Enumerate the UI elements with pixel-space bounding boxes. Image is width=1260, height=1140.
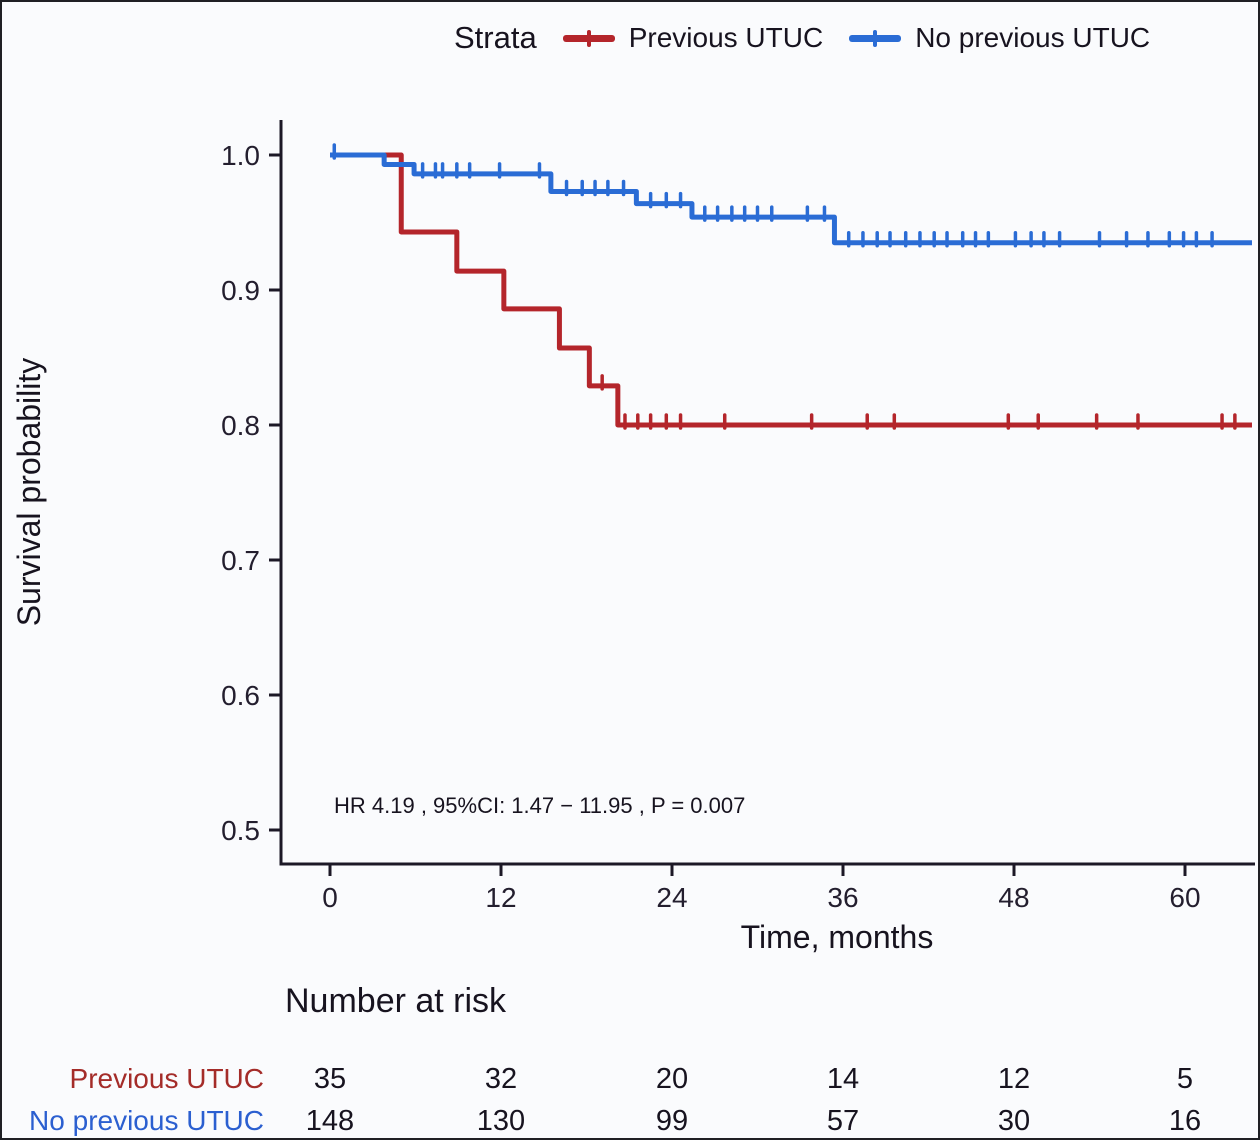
y-tick-label: 0.7	[221, 545, 260, 576]
y-tick-label: 0.9	[221, 275, 260, 306]
risk-count: 12	[997, 1063, 1031, 1095]
risk-count: 148	[305, 1105, 355, 1137]
legend-title: Strata	[454, 20, 537, 55]
legend-label-previous-utuc: Previous UTUC	[628, 22, 824, 53]
y-tick-label: 0.5	[221, 815, 260, 846]
risk-row-previous-utuc: Previous UTUC 35 32 20 14 12 5	[2, 1063, 1258, 1097]
risk-count: 32	[484, 1063, 518, 1095]
y-tick-label: 0.6	[221, 680, 260, 711]
censor-tick-icon	[873, 29, 878, 47]
x-tick-label: 12	[485, 882, 516, 913]
risk-count: 57	[826, 1105, 860, 1137]
censor-ticks-1	[332, 143, 1214, 248]
series-line-0	[330, 152, 1252, 428]
hr-annotation: HR 4.19 , 95%CI: 1.47 − 11.95 , P = 0.00…	[334, 793, 745, 818]
censor-tick-icon	[586, 29, 591, 47]
x-axis-title: Time, months	[741, 919, 934, 955]
x-tick-label: 36	[827, 882, 858, 913]
y-tick-label: 0.8	[221, 410, 260, 441]
km-chart: 1.0 0.9 0.8 0.7 0.6 0.5 0 12 24 36 48 60 HR 4.19 , …	[11, 120, 1255, 955]
risk-count: 130	[476, 1105, 526, 1137]
risk-count: 5	[1176, 1063, 1194, 1095]
y-axis-title: Survival probability	[11, 358, 47, 627]
censor-ticks-0	[600, 374, 1237, 430]
risk-table-title: Number at risk	[285, 982, 507, 1020]
risk-count: 20	[655, 1063, 689, 1095]
axes: 1.0 0.9 0.8 0.7 0.6 0.5 0 12 24 36 48 60	[221, 120, 1255, 913]
risk-row-label: Previous UTUC	[69, 1063, 264, 1094]
risk-count: 35	[313, 1063, 347, 1095]
x-tick-label: 60	[1169, 882, 1200, 913]
x-tick-label: 0	[322, 882, 338, 913]
legend-line-icon-no-previous-utuc	[849, 29, 902, 47]
x-tick-label: 48	[998, 882, 1029, 913]
risk-row-label: No previous UTUC	[29, 1105, 264, 1136]
survival-curves	[330, 143, 1252, 430]
legend-label-no-previous-utuc: No previous UTUC	[915, 22, 1151, 53]
x-tick-label: 24	[656, 882, 687, 913]
risk-row-no-previous-utuc: No previous UTUC 148 130 99 57 30 16	[2, 1105, 1258, 1138]
risk-count: 99	[655, 1105, 689, 1137]
legend-line-icon-previous-utuc	[562, 29, 615, 47]
y-tick-label: 1.0	[221, 140, 260, 171]
risk-count: 14	[826, 1063, 860, 1095]
legend: Strata Previous UTUC No previous UTUC	[454, 16, 1150, 60]
risk-count: 30	[997, 1105, 1031, 1137]
risk-count: 16	[1168, 1105, 1202, 1137]
